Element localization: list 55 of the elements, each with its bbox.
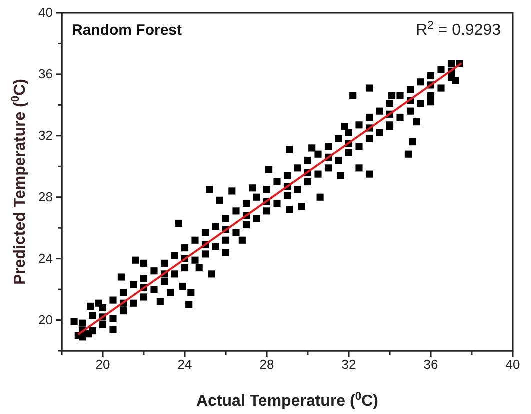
y-tick-label: 24	[38, 250, 53, 266]
x-tick-label: 32	[342, 357, 356, 372]
point	[118, 274, 125, 281]
point	[341, 123, 348, 130]
y-tick-label: 20	[38, 312, 53, 328]
point	[222, 249, 230, 256]
point	[298, 203, 306, 210]
point	[366, 84, 374, 92]
y-tick-label: 28	[38, 190, 53, 205]
x-tick-label: 36	[424, 357, 438, 372]
point	[140, 260, 148, 267]
y-tick-label: 32	[38, 128, 53, 144]
point	[110, 326, 117, 334]
point	[366, 170, 374, 178]
point	[228, 188, 236, 195]
point	[156, 298, 164, 306]
x-tick-label: 28	[260, 357, 274, 372]
annotation: Random Forest	[72, 22, 182, 39]
point	[132, 256, 140, 264]
x-tick-label: 40	[506, 357, 520, 372]
y-tick-label: 40	[38, 5, 53, 20]
point	[316, 194, 324, 201]
point	[85, 330, 92, 338]
point	[87, 302, 94, 310]
annotation: R$^{2}$ = 0.9293	[416, 20, 502, 39]
point	[196, 264, 203, 272]
point	[388, 92, 396, 100]
point	[413, 118, 420, 126]
point	[175, 220, 182, 228]
point	[308, 144, 316, 152]
x-tick-label: 24	[178, 357, 192, 372]
point	[409, 138, 416, 146]
point	[350, 92, 357, 100]
point	[188, 289, 195, 296]
point	[70, 318, 78, 326]
point	[186, 301, 193, 308]
point	[404, 150, 412, 158]
x-tick-label: 20	[96, 357, 110, 372]
point	[238, 236, 246, 244]
point	[286, 146, 294, 154]
point	[208, 270, 216, 278]
point	[95, 300, 102, 307]
point	[179, 282, 186, 290]
point	[167, 289, 174, 296]
point	[249, 184, 256, 192]
x-axis-title: Actual Temperature ($^{0}$C)	[196, 391, 378, 410]
point	[216, 196, 224, 204]
point	[206, 186, 214, 194]
point	[266, 166, 273, 174]
point	[337, 172, 344, 180]
point	[356, 164, 363, 172]
y-tick-label: 36	[38, 66, 53, 82]
point	[452, 77, 460, 84]
point	[427, 98, 435, 106]
point	[286, 206, 294, 214]
